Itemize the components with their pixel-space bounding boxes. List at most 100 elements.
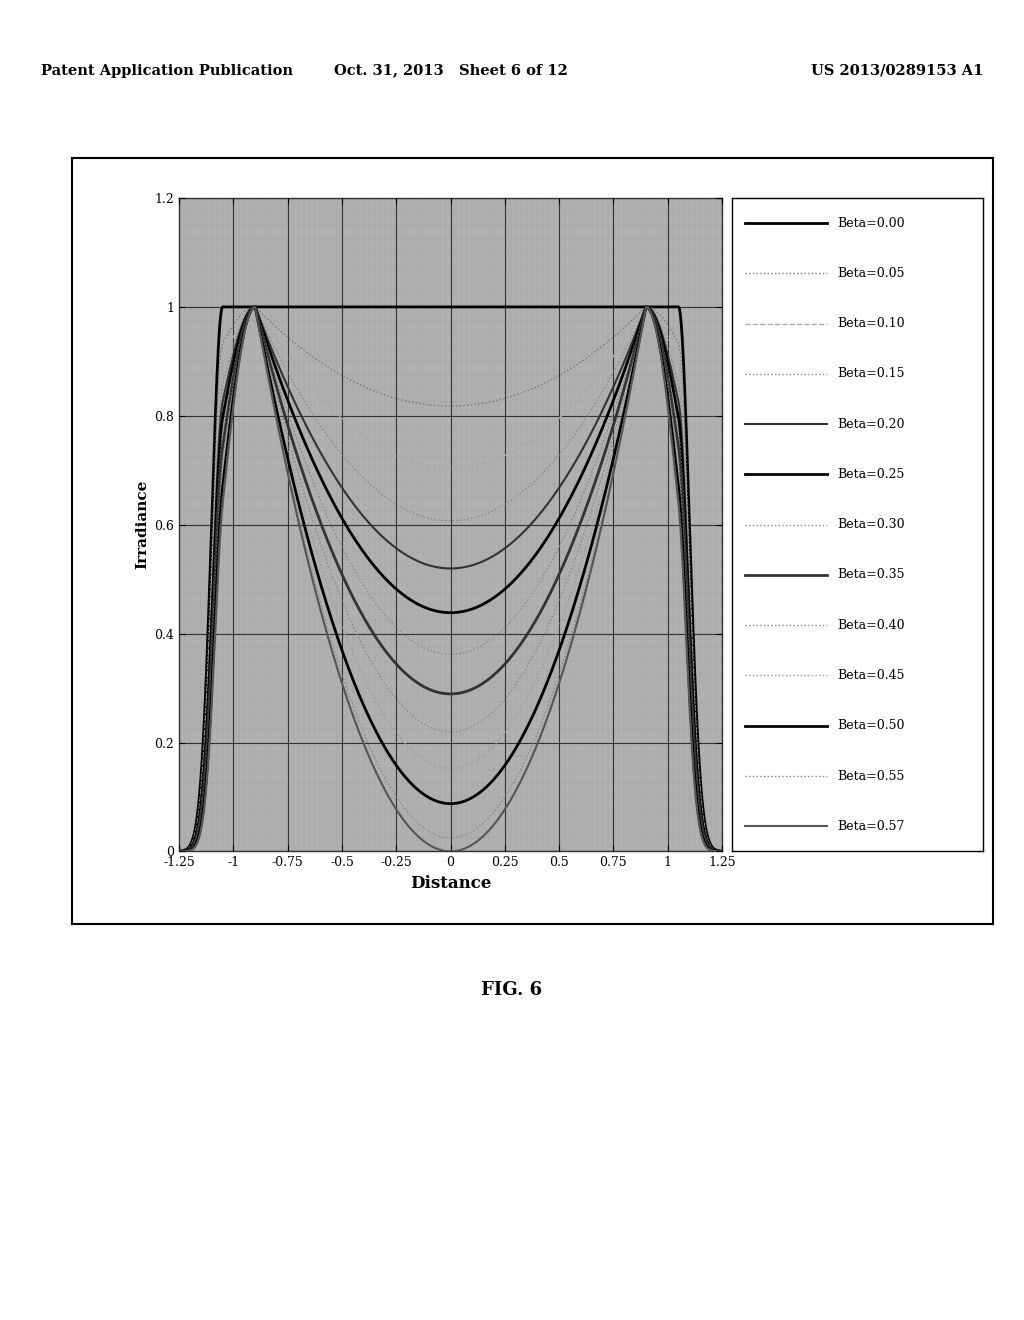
Beta=0.57 <box>716 843 728 859</box>
Line: Beta=0.50: Beta=0.50 <box>179 308 722 851</box>
Text: Beta=0.35: Beta=0.35 <box>838 569 905 582</box>
Text: Beta=0.05: Beta=0.05 <box>838 267 905 280</box>
Beta=0.57 <box>601 494 613 510</box>
Beta=0.40 <box>437 723 450 739</box>
Text: Oct. 31, 2013   Sheet 6 of 12: Oct. 31, 2013 Sheet 6 of 12 <box>334 63 567 78</box>
Beta=0.10 <box>700 828 713 843</box>
Beta=0.00 <box>700 822 713 838</box>
Beta=0.35 <box>700 834 713 850</box>
Beta=0.00 <box>601 298 613 314</box>
Beta=0.50 <box>716 843 728 859</box>
Beta=0.05 <box>173 843 185 859</box>
Beta=0.55 <box>423 824 435 840</box>
Beta=0.15 <box>437 512 450 528</box>
Beta=0.57 <box>201 772 213 788</box>
Text: Beta=0.00: Beta=0.00 <box>838 216 905 230</box>
Beta=0.05 <box>249 300 261 315</box>
Beta=0.35 <box>716 843 728 859</box>
Text: Beta=0.25: Beta=0.25 <box>838 467 905 480</box>
Beta=0.35 <box>201 738 213 754</box>
Beta=0.15 <box>201 700 213 715</box>
Beta=0.10 <box>423 458 435 474</box>
Beta=0.57 <box>700 840 713 855</box>
Beta=0.10 <box>700 828 713 843</box>
Beta=0.45 <box>700 837 713 853</box>
Beta=0.35 <box>173 843 185 859</box>
Beta=0.20 <box>700 830 713 846</box>
Beta=0.10 <box>601 356 613 372</box>
Line: Beta=0.55: Beta=0.55 <box>179 308 722 851</box>
Beta=0.30 <box>437 645 450 661</box>
Beta=0.50 <box>423 789 435 805</box>
Beta=0.55 <box>201 770 213 785</box>
Beta=0.40 <box>249 300 261 315</box>
Line: Beta=0.00: Beta=0.00 <box>179 306 722 851</box>
Beta=0.05 <box>437 397 450 413</box>
Text: Beta=0.57: Beta=0.57 <box>838 820 905 833</box>
Beta=0.25 <box>601 409 613 425</box>
Beta=0.30 <box>716 843 728 859</box>
Beta=0.25 <box>437 605 450 620</box>
Beta=0.45 <box>437 760 450 776</box>
Beta=0.15 <box>700 829 713 845</box>
Line: Beta=0.25: Beta=0.25 <box>179 308 722 851</box>
Beta=0.20 <box>700 832 713 847</box>
Beta=0.40 <box>601 453 613 469</box>
Line: Beta=0.57: Beta=0.57 <box>179 308 722 851</box>
Beta=0.10 <box>249 300 261 315</box>
Beta=0.00 <box>437 298 450 314</box>
X-axis label: Distance: Distance <box>410 875 492 892</box>
Beta=0.55 <box>173 843 185 859</box>
Text: Beta=0.20: Beta=0.20 <box>838 417 905 430</box>
Beta=0.05 <box>700 825 713 841</box>
Beta=0.15 <box>249 300 261 315</box>
Line: Beta=0.15: Beta=0.15 <box>179 308 722 851</box>
Beta=0.40 <box>700 836 713 851</box>
Beta=0.05 <box>700 826 713 842</box>
Beta=0.20 <box>601 393 613 409</box>
Beta=0.20 <box>249 300 261 315</box>
Text: FIG. 6: FIG. 6 <box>481 981 543 999</box>
Beta=0.55 <box>716 843 728 859</box>
Beta=0.50 <box>700 837 713 853</box>
Beta=0.05 <box>423 397 435 413</box>
Text: Beta=0.30: Beta=0.30 <box>838 519 905 531</box>
Beta=0.25 <box>716 843 728 859</box>
Line: Beta=0.40: Beta=0.40 <box>179 308 722 851</box>
Beta=0.25 <box>700 832 713 847</box>
Beta=0.15 <box>716 843 728 859</box>
Beta=0.05 <box>601 335 613 351</box>
Beta=0.35 <box>423 681 435 697</box>
Beta=0.50 <box>601 478 613 494</box>
Beta=0.40 <box>201 746 213 762</box>
Text: Beta=0.50: Beta=0.50 <box>838 719 905 733</box>
Beta=0.50 <box>700 838 713 854</box>
Beta=0.35 <box>437 685 450 701</box>
Beta=0.00 <box>216 298 228 314</box>
Beta=0.00 <box>700 824 713 840</box>
Y-axis label: Irradiance: Irradiance <box>135 480 148 569</box>
Beta=0.45 <box>201 754 213 770</box>
Beta=0.50 <box>249 300 261 315</box>
Beta=0.50 <box>201 762 213 777</box>
Beta=0.20 <box>423 557 435 573</box>
Beta=0.20 <box>201 710 213 726</box>
Beta=0.25 <box>249 300 261 315</box>
Text: Beta=0.55: Beta=0.55 <box>838 770 905 783</box>
Beta=0.30 <box>249 300 261 315</box>
Line: Beta=0.10: Beta=0.10 <box>179 308 722 851</box>
Beta=0.55 <box>437 829 450 845</box>
Beta=0.45 <box>249 300 261 315</box>
Beta=0.50 <box>173 843 185 859</box>
Beta=0.30 <box>700 834 713 850</box>
Beta=0.05 <box>201 675 213 690</box>
Beta=0.00 <box>173 843 185 859</box>
Beta=0.10 <box>201 688 213 704</box>
Beta=0.00 <box>423 298 435 314</box>
Beta=0.40 <box>423 718 435 734</box>
Line: Beta=0.30: Beta=0.30 <box>179 308 722 851</box>
Line: Beta=0.05: Beta=0.05 <box>179 308 722 851</box>
Text: Beta=0.45: Beta=0.45 <box>838 669 905 682</box>
Text: Beta=0.10: Beta=0.10 <box>838 317 905 330</box>
Line: Beta=0.20: Beta=0.20 <box>179 308 722 851</box>
